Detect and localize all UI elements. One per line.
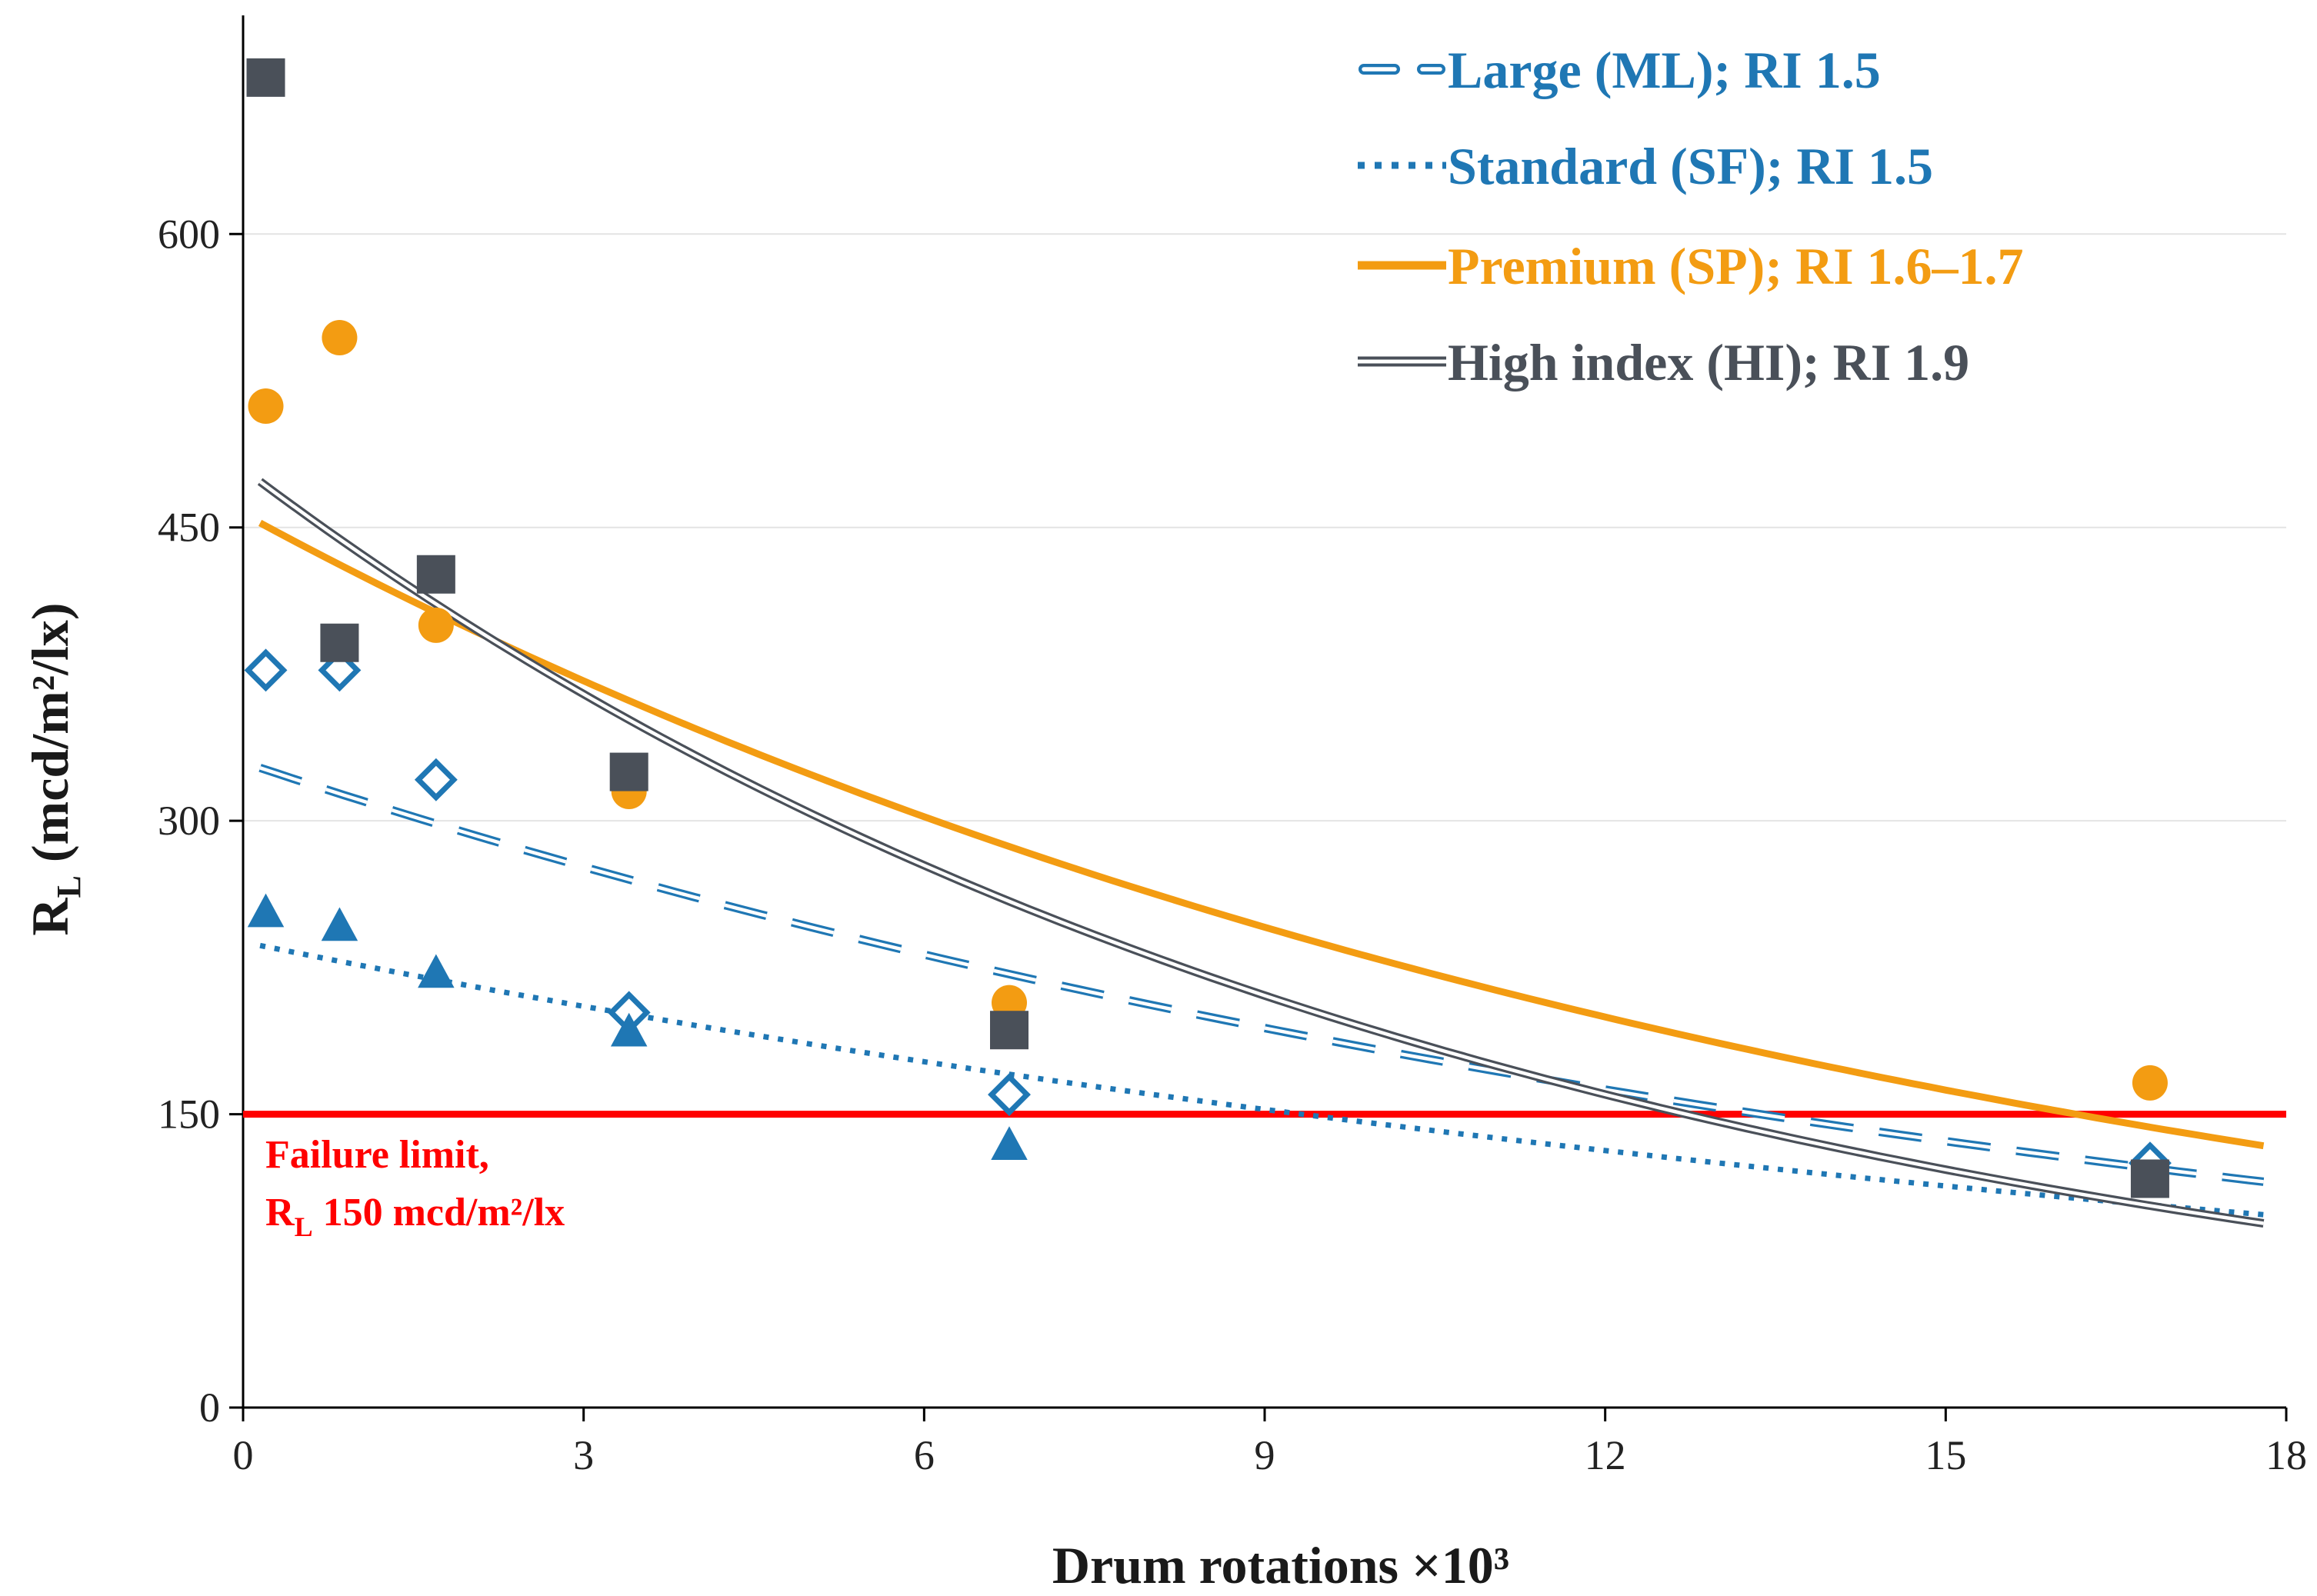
legend: Large (ML); RI 1.5 Standard (SF); RI 1.5 P…	[1358, 41, 2024, 392]
x-tick-label-9: 9	[1255, 1432, 1275, 1478]
y-tick-label-450: 450	[158, 505, 220, 551]
legend-item-2: Standard (SF); RI 1.5	[1358, 137, 1933, 195]
y-tick-label-0: 0	[199, 1384, 220, 1431]
x-tick-label-18: 18	[2265, 1432, 2307, 1478]
data-point-series-1-1	[244, 648, 288, 692]
data-point-series-4-3	[416, 555, 455, 594]
data-point-series-4-2	[320, 623, 359, 662]
data-point-series-2-2	[321, 907, 358, 941]
legend-label-2: Standard (SF); RI 1.5	[1448, 137, 1933, 195]
trend-line-series-1	[258, 764, 2265, 1186]
trend-path-series-1-outer	[258, 764, 2265, 1186]
failure-limit-label-line1: Failure limit,	[265, 1133, 489, 1177]
trend-lines	[257, 478, 2265, 1228]
trend-path-series-3	[258, 519, 2265, 1150]
data-point-series-1-3	[414, 758, 458, 801]
legend-item-3: Premium (SP); RI 1.6–1.7	[1358, 237, 2024, 295]
legend-item-1: Large (ML); RI 1.5	[1359, 41, 1881, 99]
data-point-series-2-5	[991, 1126, 1028, 1161]
data-markers	[244, 58, 2172, 1198]
y-axis-ticks: 0 150 300 450 600	[158, 211, 243, 1431]
trend-path-series-2	[259, 942, 2264, 1218]
x-axis-ticks: 0 3 6 9 12 15 18	[233, 1408, 2307, 1478]
data-point-series-2-4	[610, 1012, 648, 1047]
trend-line-series-2	[259, 942, 2264, 1218]
legend-label-1: Large (ML); RI 1.5	[1448, 41, 1881, 99]
trend-line-series-4	[257, 478, 2265, 1228]
data-point-series-2-1	[247, 893, 285, 928]
data-point-series-3-6	[2132, 1065, 2168, 1101]
data-point-series-3-3	[418, 607, 454, 643]
data-point-series-4-1	[246, 58, 285, 97]
x-tick-label-12: 12	[1585, 1432, 1626, 1478]
data-point-series-3-2	[322, 320, 358, 356]
trend-path-series-4-inner	[258, 480, 2264, 1225]
y-axis-title: RL (mcd/m²/lx)	[21, 602, 88, 935]
y-tick-label-150: 150	[158, 1091, 220, 1138]
trend-path-series-1-inner	[259, 766, 2264, 1184]
data-point-series-4-5	[990, 1011, 1028, 1050]
legend-item-4: High index (HI); RI 1.9	[1358, 333, 1969, 392]
data-point-series-4-4	[609, 752, 648, 791]
x-axis-title: Drum rotations ×10³	[1052, 1536, 1509, 1594]
x-tick-label-3: 3	[573, 1432, 594, 1478]
y-tick-label-600: 600	[158, 211, 220, 257]
failure-limit-label-line2: RL 150 mcd/m²/lx	[265, 1191, 565, 1242]
x-tick-label-0: 0	[233, 1432, 254, 1478]
legend-label-4: High index (HI); RI 1.9	[1448, 333, 1969, 392]
data-point-series-3-1	[248, 388, 284, 425]
trend-line-series-3	[258, 519, 2265, 1150]
data-point-series-1-5	[988, 1073, 1031, 1117]
x-tick-label-6: 6	[914, 1432, 935, 1478]
legend-label-3: Premium (SP); RI 1.6–1.7	[1448, 237, 2024, 295]
data-point-series-2-3	[418, 954, 455, 988]
data-point-series-4-6	[2130, 1159, 2169, 1198]
x-tick-label-15: 15	[1925, 1432, 1966, 1478]
y-tick-label-300: 300	[158, 798, 220, 844]
